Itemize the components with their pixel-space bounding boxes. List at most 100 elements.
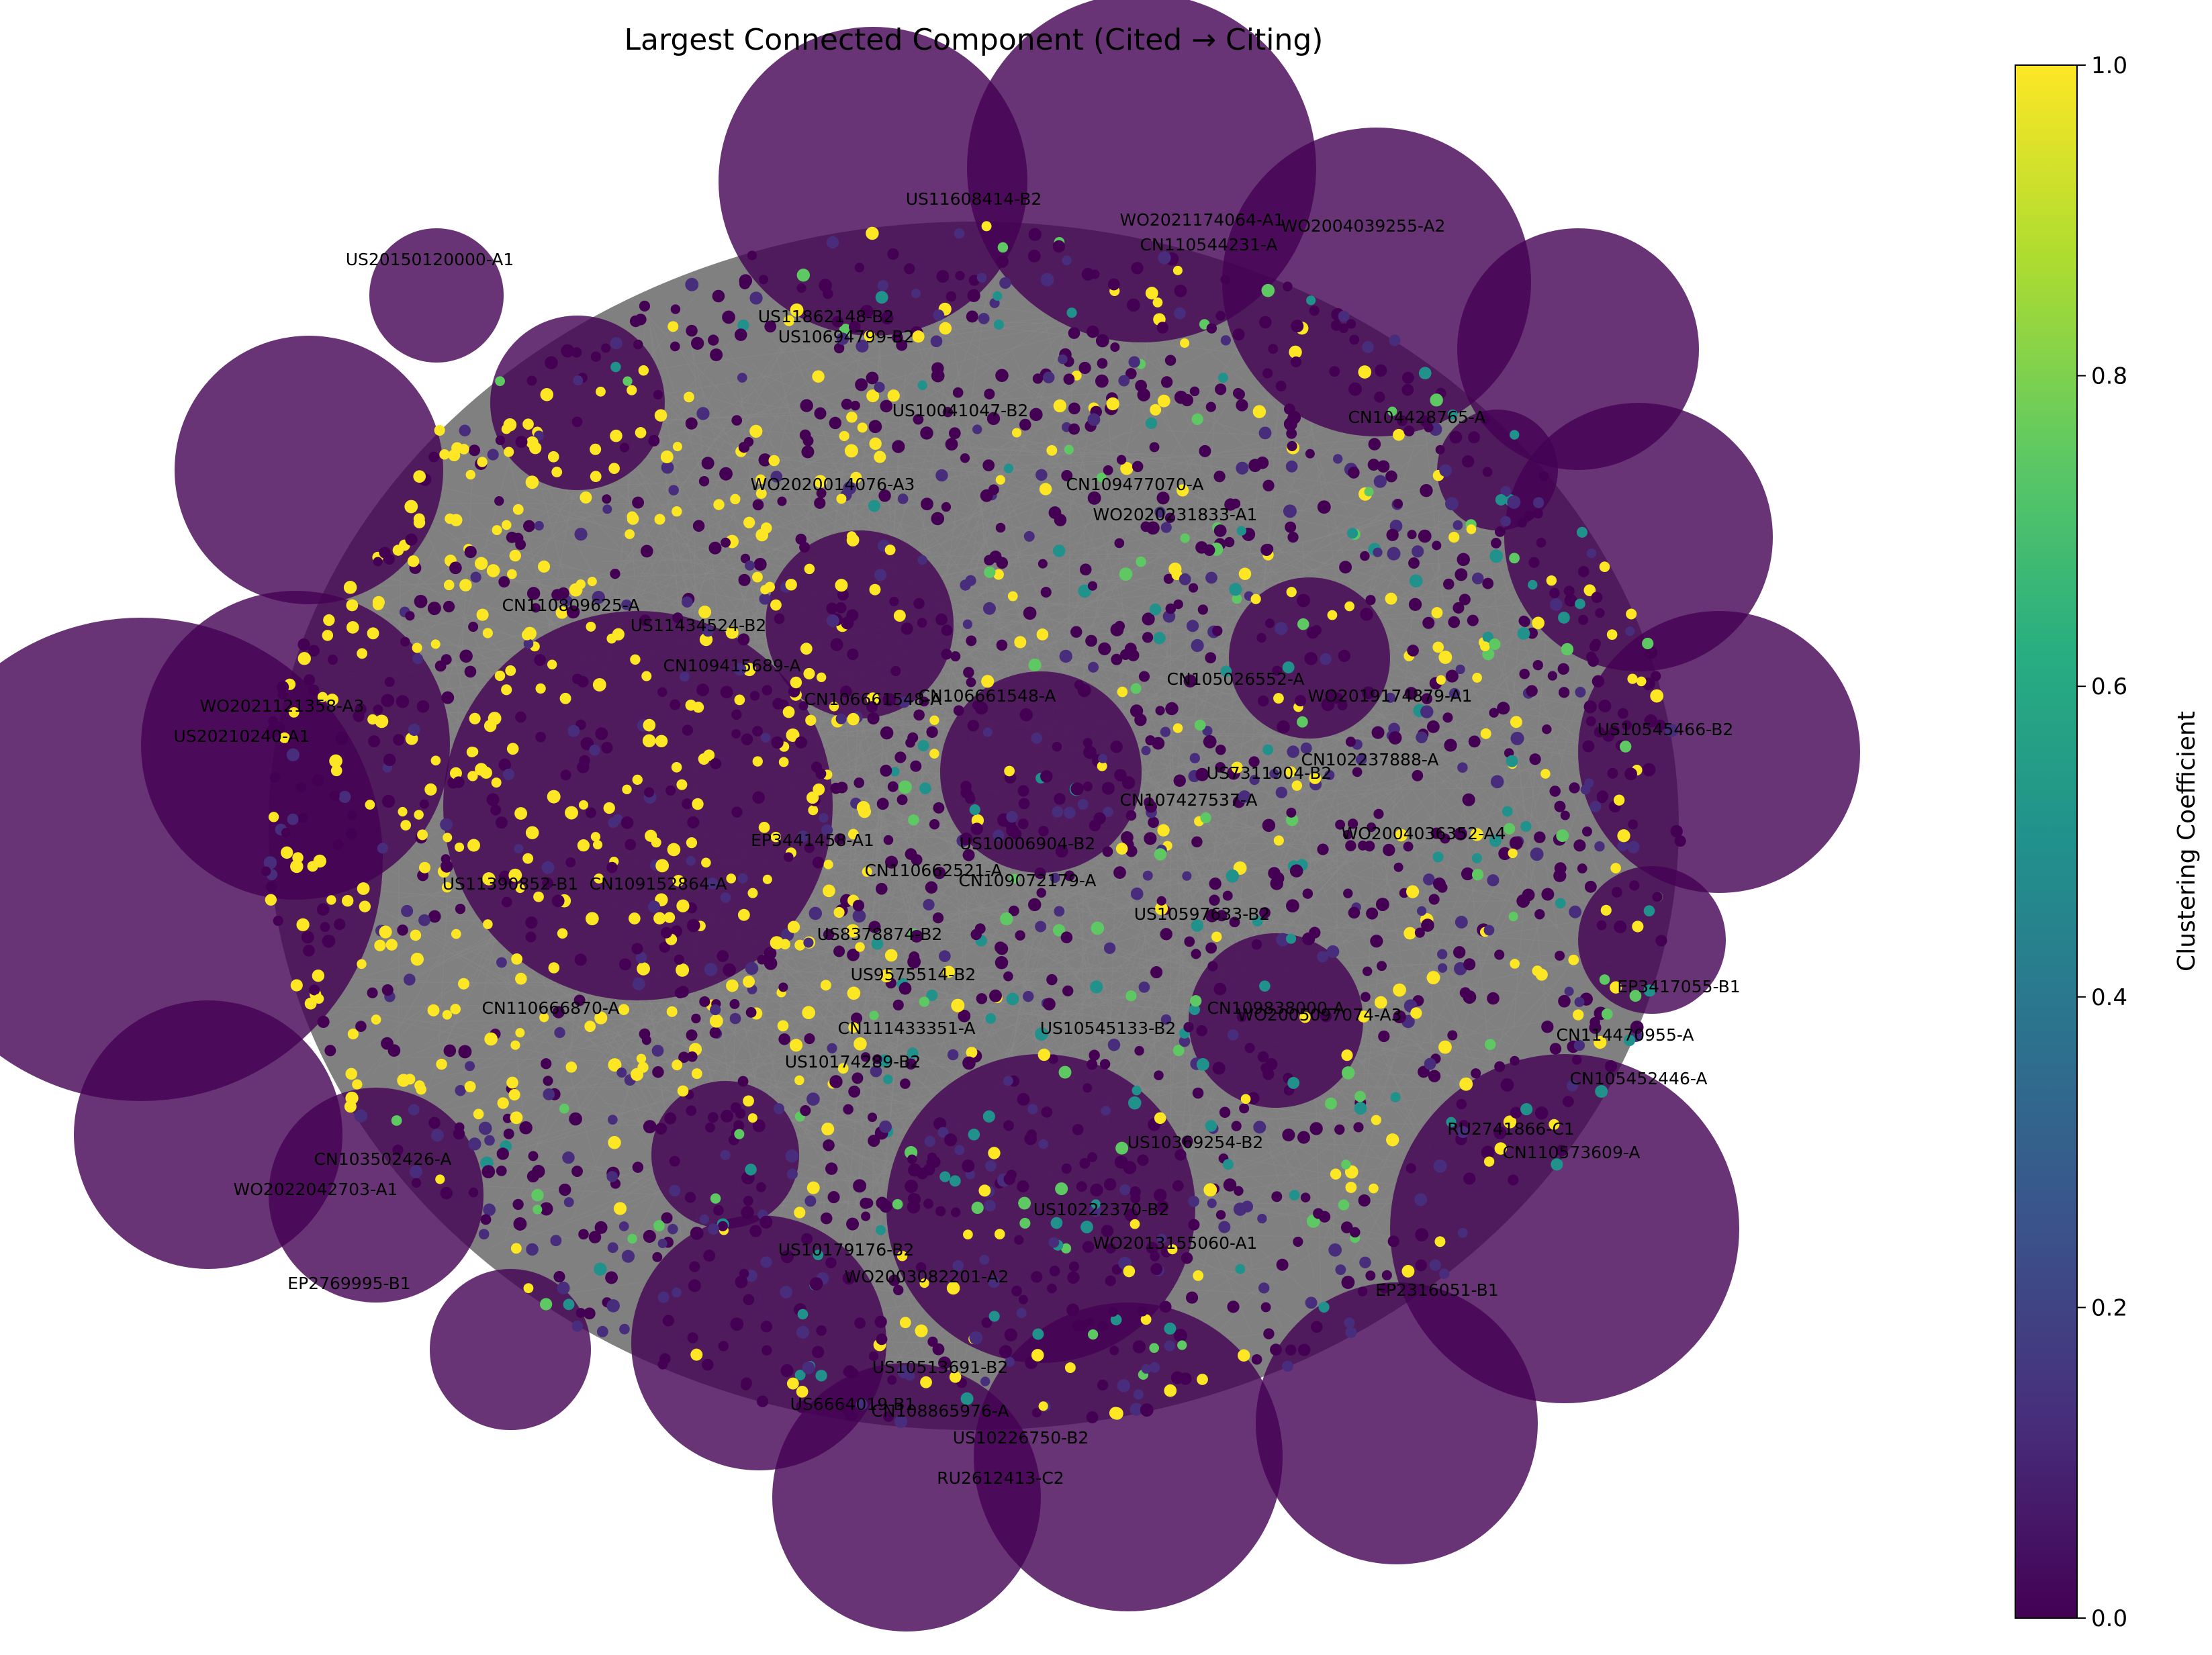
leaf-node: [1282, 1129, 1295, 1141]
leaf-node: [1140, 1403, 1154, 1417]
leaf-node: [526, 375, 537, 385]
leaf-node: [743, 1196, 753, 1206]
leaf-node: [506, 1077, 518, 1089]
leaf-node: [1438, 1041, 1452, 1054]
leaf-node: [1157, 824, 1169, 837]
leaf-node: [470, 572, 481, 583]
leaf-node: [1536, 538, 1547, 548]
leaf-node: [819, 279, 832, 292]
leaf-node: [913, 710, 925, 721]
leaf-node: [869, 420, 882, 434]
leaf-node: [1575, 687, 1585, 698]
leaf-node: [1192, 414, 1203, 425]
leaf-node: [1205, 572, 1217, 584]
leaf-node: [534, 654, 546, 666]
leaf-node: [1434, 1236, 1445, 1247]
leaf-node: [428, 452, 439, 463]
leaf-node: [401, 905, 413, 917]
leaf-node: [1436, 445, 1445, 455]
leaf-node: [1102, 782, 1115, 795]
leaf-node: [496, 957, 507, 968]
leaf-node: [1311, 1321, 1323, 1333]
leaf-node: [498, 576, 510, 587]
leaf-node: [655, 735, 667, 747]
leaf-node: [619, 958, 631, 970]
leaf-node: [590, 444, 601, 455]
leaf-node: [562, 1151, 574, 1164]
leaf-node: [1393, 984, 1406, 997]
leaf-node: [1402, 372, 1414, 384]
leaf-node: [1258, 1282, 1269, 1293]
colorbar-tick-label: 0.4: [2091, 984, 2127, 1011]
leaf-node: [1276, 381, 1287, 391]
leaf-node: [563, 1298, 575, 1310]
leaf-node: [1040, 770, 1052, 782]
leaf-node: [1507, 495, 1520, 509]
leaf-node: [1415, 1228, 1428, 1241]
leaf-node: [308, 861, 318, 871]
leaf-node: [821, 1123, 834, 1135]
leaf-node: [774, 614, 785, 624]
leaf-node: [1017, 1180, 1029, 1192]
leaf-node: [796, 1326, 809, 1339]
leaf-node: [652, 1066, 663, 1078]
leaf-node: [633, 775, 643, 785]
leaf-node: [1078, 799, 1089, 810]
leaf-node: [676, 963, 689, 977]
leaf-node: [1161, 376, 1172, 387]
leaf-node: [969, 1331, 982, 1345]
leaf-node: [1019, 1218, 1030, 1229]
leaf-node: [676, 779, 687, 790]
leaf-node: [686, 837, 697, 848]
leaf-node: [1520, 821, 1531, 832]
colorbar-tick-label: 0.8: [2091, 363, 2127, 390]
leaf-node: [1298, 1343, 1310, 1356]
leaf-node: [778, 1021, 789, 1032]
leaf-node: [890, 666, 901, 676]
leaf-node: [1283, 281, 1293, 291]
leaf-node: [1054, 793, 1066, 805]
leaf-node: [1484, 1156, 1494, 1166]
leaf-node: [1410, 574, 1423, 587]
leaf-node: [800, 399, 813, 412]
leaf-node: [708, 334, 719, 345]
node-label: CN103502426-A: [314, 1149, 452, 1169]
leaf-node: [1091, 922, 1104, 935]
leaf-node: [761, 1321, 772, 1332]
leaf-node: [1406, 886, 1419, 898]
node-label: CN109838000-A: [1207, 998, 1345, 1018]
leaf-node: [1554, 801, 1565, 812]
leaf-node: [1070, 626, 1082, 638]
leaf-node: [670, 700, 680, 710]
leaf-node: [1377, 961, 1387, 971]
leaf-node: [1410, 1007, 1422, 1019]
node-label: WO2022042703-A1: [234, 1180, 398, 1199]
leaf-node: [827, 614, 839, 627]
leaf-node: [377, 843, 388, 853]
leaf-node: [450, 1004, 461, 1014]
leaf-node: [995, 369, 1009, 382]
leaf-node: [999, 277, 1011, 289]
leaf-node: [1156, 706, 1165, 715]
leaf-node: [622, 1250, 635, 1263]
leaf-node: [730, 1013, 741, 1025]
leaf-node: [1535, 1106, 1549, 1120]
leaf-node: [1270, 1343, 1282, 1356]
leaf-node: [1274, 835, 1284, 845]
leaf-node: [1032, 1329, 1044, 1340]
leaf-node: [1471, 1068, 1481, 1078]
leaf-node: [721, 538, 731, 548]
leaf-node: [701, 858, 711, 868]
leaf-node: [1520, 1103, 1532, 1115]
leaf-node: [868, 500, 880, 512]
leaf-node: [1008, 592, 1018, 602]
leaf-node: [639, 365, 649, 375]
leaf-node: [1285, 1344, 1297, 1356]
leaf-node: [419, 862, 430, 873]
leaf-node: [560, 693, 571, 704]
leaf-node: [1287, 441, 1297, 451]
leaf-node: [453, 776, 464, 788]
leaf-node: [1344, 1317, 1354, 1328]
leaf-node: [1510, 959, 1520, 969]
leaf-node: [481, 1165, 495, 1178]
